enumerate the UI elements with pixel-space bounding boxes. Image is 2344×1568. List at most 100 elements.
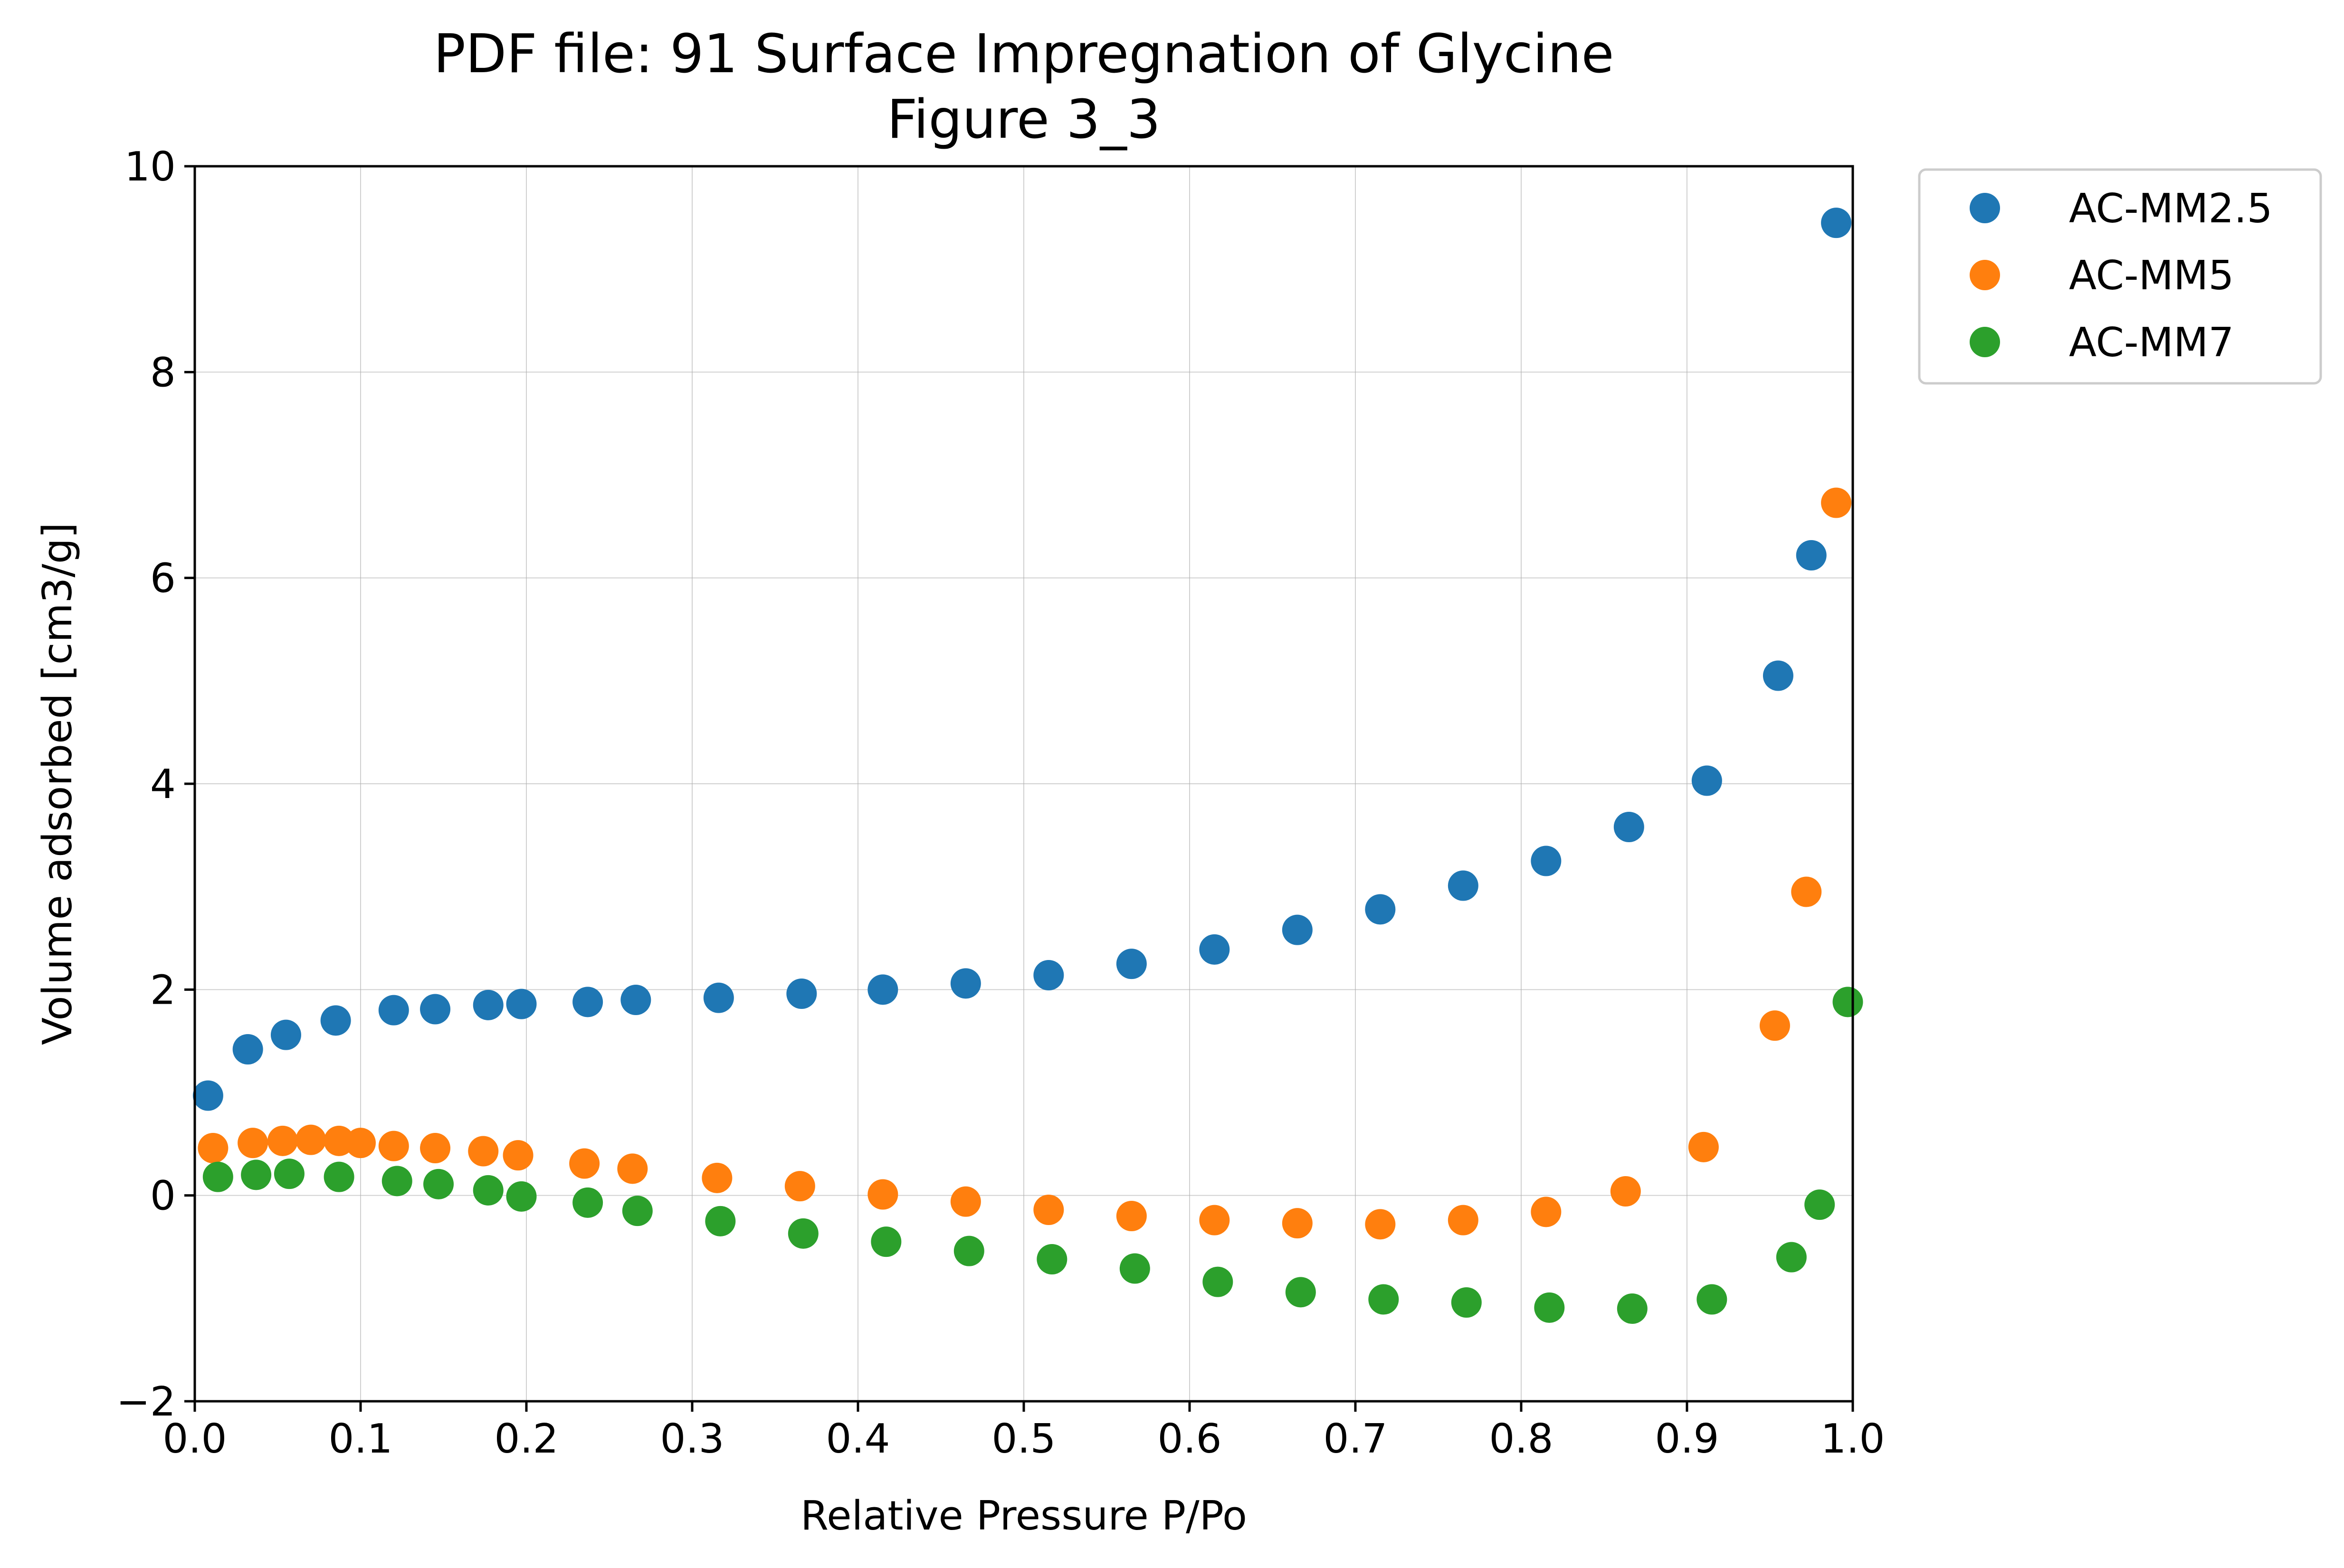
point-ac-mm7 (1368, 1284, 1399, 1315)
legend-label-ac-mm2-5: AC-MM2.5 (2069, 185, 2273, 232)
point-ac-mm2-5 (1796, 540, 1827, 570)
point-ac-mm2-5 (1531, 846, 1562, 876)
point-ac-mm2-5 (1365, 894, 1396, 925)
point-ac-mm7 (1832, 987, 1863, 1017)
y-tick-label: 0 (150, 1173, 176, 1220)
point-ac-mm5 (198, 1133, 229, 1163)
point-ac-mm2-5 (1448, 870, 1478, 901)
point-ac-mm7 (381, 1166, 412, 1197)
point-ac-mm2-5 (270, 1019, 301, 1050)
x-tick-label: 0.2 (494, 1416, 558, 1463)
point-ac-mm7 (274, 1159, 305, 1189)
point-ac-mm7 (202, 1161, 233, 1192)
point-ac-mm2-5 (232, 1034, 263, 1064)
x-tick-label: 0.8 (1489, 1416, 1553, 1463)
data-points (192, 208, 1863, 1324)
legend-label-ac-mm5: AC-MM5 (2069, 252, 2234, 299)
point-ac-mm2-5 (473, 989, 504, 1020)
x-tick-label: 0.5 (991, 1416, 1056, 1463)
point-ac-mm5 (1033, 1195, 1064, 1225)
point-ac-mm5 (267, 1125, 298, 1156)
point-ac-mm2-5 (620, 985, 651, 1015)
point-ac-mm5 (345, 1128, 376, 1159)
point-ac-mm7 (1451, 1287, 1482, 1318)
point-ac-mm2-5 (1199, 934, 1230, 965)
point-ac-mm5 (1531, 1197, 1562, 1227)
y-axis-label: Volume adsorbed [cm3/g] (34, 523, 81, 1045)
point-ac-mm5 (1688, 1131, 1719, 1162)
y-tick-label: 8 (150, 349, 176, 396)
point-ac-mm5 (1282, 1208, 1313, 1239)
point-ac-mm7 (473, 1175, 504, 1206)
point-ac-mm2-5 (786, 979, 817, 1009)
point-ac-mm7 (871, 1226, 902, 1257)
legend: AC-MM2.5 AC-MM5 AC-MM7 (1918, 168, 2322, 385)
point-ac-mm2-5 (1821, 208, 1852, 238)
point-ac-mm2-5 (1613, 812, 1644, 842)
point-ac-mm7 (423, 1169, 454, 1199)
legend-marker-ac-mm7 (1970, 327, 2000, 357)
point-ac-mm5 (378, 1131, 409, 1161)
point-ac-mm2-5 (192, 1080, 223, 1111)
point-ac-mm5 (702, 1162, 733, 1193)
point-ac-mm2-5 (420, 994, 451, 1025)
point-ac-mm7 (1804, 1189, 1835, 1220)
y-tick-label: 4 (150, 761, 176, 808)
point-ac-mm5 (950, 1186, 981, 1217)
x-tick-label: 0.1 (328, 1416, 392, 1463)
point-ac-mm2-5 (320, 1005, 351, 1036)
point-ac-mm5 (1199, 1205, 1230, 1235)
point-ac-mm2-5 (378, 995, 409, 1026)
point-ac-mm7 (1617, 1293, 1648, 1324)
point-ac-mm5 (295, 1124, 326, 1155)
chart-subtitle: Figure 3_3 (887, 89, 1161, 151)
point-ac-mm5 (238, 1128, 268, 1159)
point-ac-mm5 (1365, 1209, 1396, 1240)
legend-marker-ac-mm5 (1970, 260, 2000, 290)
axis-ticks: 0.0 0.1 0.2 0.3 0.4 0.5 0.6 0.7 0.8 0.9 1.0 −2 0 2 4 6 8… (116, 143, 1885, 1463)
x-tick-label: 0.4 (826, 1416, 890, 1463)
point-ac-mm5 (617, 1153, 648, 1184)
point-ac-mm5 (1448, 1205, 1478, 1235)
chart-title: PDF file: 91 Surface Impregnation of Gly… (434, 23, 1614, 85)
point-ac-mm2-5 (703, 982, 734, 1013)
point-ac-mm5 (1116, 1201, 1147, 1231)
point-ac-mm2-5 (1282, 914, 1313, 945)
point-ac-mm7 (1037, 1244, 1067, 1274)
point-ac-mm7 (324, 1161, 354, 1192)
y-tick-label: 6 (150, 555, 176, 602)
y-tick-label: −2 (116, 1378, 176, 1425)
x-tick-label: 0.0 (162, 1416, 227, 1463)
point-ac-mm7 (1119, 1253, 1150, 1284)
x-axis-label: Relative Pressure P/Po (800, 1492, 1247, 1539)
point-ac-mm5 (1821, 487, 1852, 518)
point-ac-mm5 (468, 1136, 499, 1167)
point-ac-mm7 (506, 1181, 537, 1212)
point-ac-mm2-5 (1763, 660, 1793, 691)
point-ac-mm2-5 (506, 988, 537, 1019)
point-ac-mm5 (1759, 1010, 1790, 1041)
x-tick-label: 0.6 (1157, 1416, 1221, 1463)
point-ac-mm5 (784, 1171, 815, 1202)
point-ac-mm5 (503, 1140, 534, 1171)
point-ac-mm7 (241, 1159, 272, 1190)
point-ac-mm5 (1791, 876, 1822, 907)
point-ac-mm7 (1696, 1284, 1727, 1315)
point-ac-mm7 (1776, 1242, 1807, 1273)
point-ac-mm7 (1285, 1277, 1316, 1308)
point-ac-mm5 (420, 1133, 451, 1163)
x-tick-label: 0.9 (1655, 1416, 1719, 1463)
legend-box (1918, 168, 2322, 385)
point-ac-mm7 (705, 1206, 736, 1236)
point-ac-mm5 (867, 1179, 898, 1210)
point-ac-mm2-5 (572, 987, 603, 1017)
legend-marker-ac-mm2-5 (1970, 193, 2000, 223)
point-ac-mm7 (572, 1187, 603, 1218)
point-ac-mm7 (622, 1196, 653, 1226)
x-tick-label: 1.0 (1820, 1416, 1885, 1463)
point-ac-mm7 (788, 1218, 819, 1249)
point-ac-mm5 (569, 1148, 600, 1179)
point-ac-mm2-5 (1033, 960, 1064, 990)
point-ac-mm2-5 (1116, 949, 1147, 979)
